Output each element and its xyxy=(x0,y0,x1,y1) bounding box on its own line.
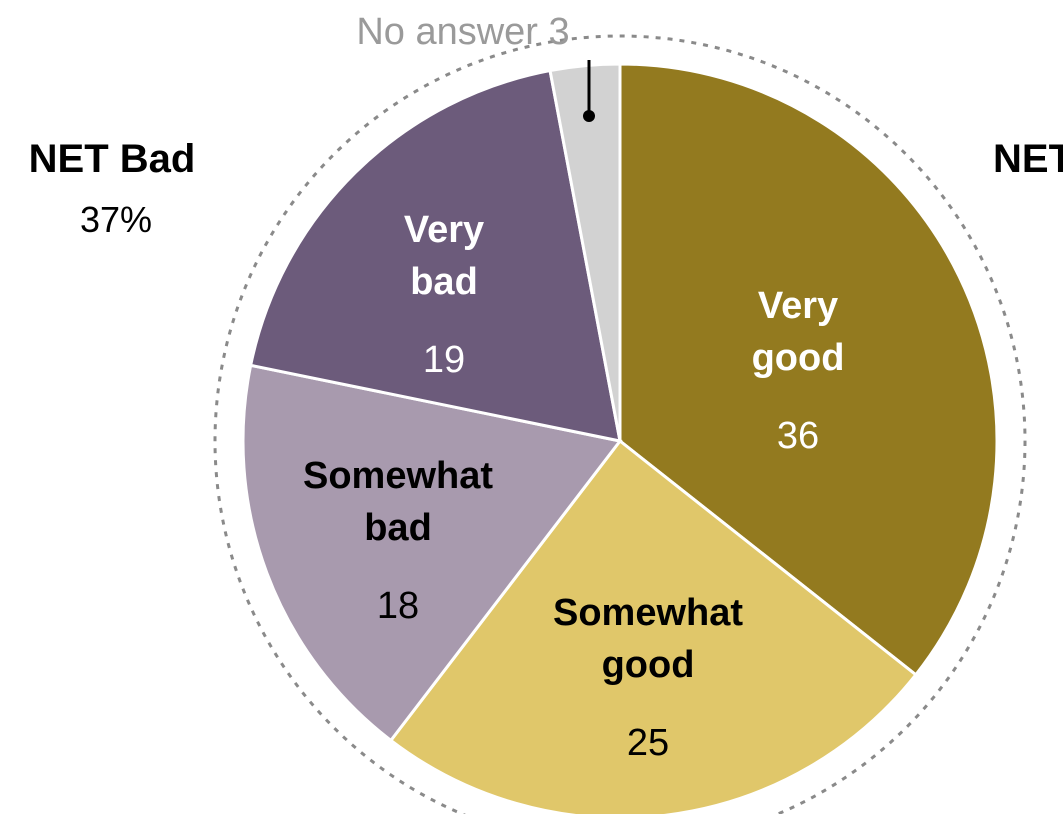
slice-value: 18 xyxy=(377,585,419,627)
pie-slice-somewhat-good xyxy=(388,438,918,814)
slice-label: Somewhat xyxy=(553,592,743,634)
slice-label: Somewhat xyxy=(303,455,493,497)
pie-slice-very-bad xyxy=(248,68,622,443)
pie-slice-somewhat-bad xyxy=(241,363,623,743)
slice-label: Very xyxy=(758,285,838,327)
callout-leader-dot xyxy=(583,110,595,122)
net-good-label: NET Good xyxy=(993,137,1063,181)
pie-outline-ring xyxy=(213,34,1027,814)
net-bad-label: NET Bad xyxy=(29,137,196,181)
slice-value: 25 xyxy=(627,722,669,764)
slice-label: good xyxy=(752,337,845,379)
net-bad-value: 37% xyxy=(80,199,152,240)
slice-label: good xyxy=(602,644,695,686)
slice-label: bad xyxy=(410,261,478,303)
pie-slice-very-good xyxy=(618,62,999,677)
pie-slice-no-answer xyxy=(548,62,622,442)
slice-label: bad xyxy=(364,507,432,549)
slice-value: 36 xyxy=(777,415,819,457)
slice-label: Very xyxy=(404,209,484,251)
slice-value: 19 xyxy=(423,339,465,381)
no-answer-callout-label: No answer 3 xyxy=(356,11,569,53)
